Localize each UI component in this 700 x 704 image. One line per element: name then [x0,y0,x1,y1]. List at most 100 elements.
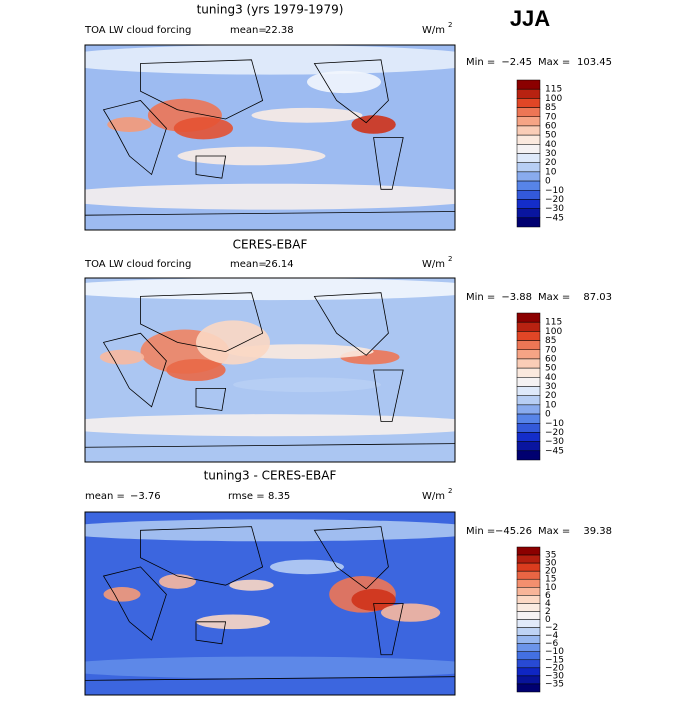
colorbar-box [516,199,541,209]
colorbar-label: 30 [545,382,557,392]
coastline [102,566,167,641]
season-label: JJA [510,6,550,31]
range-min-label: Min = [466,526,495,537]
colorbar-label: 40 [545,373,557,383]
stat-label: mean = [85,491,125,502]
units-exponent: 2 [448,21,452,29]
colorbar-label: 0 [545,177,551,187]
colorbar-label: −35 [545,679,564,689]
colorbar-box [516,441,541,452]
colorbar-box [516,321,541,332]
colorbar-label: −20 [545,195,564,205]
colorbar-box [516,153,541,163]
colorbar-box [516,395,541,406]
colorbar-box [516,190,541,200]
colorbar-box [516,144,541,154]
field-patch [85,183,455,210]
field-patch [166,358,226,382]
range-max-label: Max = [538,292,570,303]
colorbar-label: −30 [545,437,564,447]
colorbar-box [516,554,541,564]
colorbar-label: −10 [545,186,564,196]
stat-value: 8.35 [268,491,290,502]
colorbar-box [516,627,541,636]
range-max-label: Max = [538,57,570,68]
colorbar-label: 70 [545,345,557,355]
coastline [102,332,167,408]
colorbar-label: 100 [545,327,562,337]
field-patch [177,146,326,166]
colorbar-label: 30 [545,559,557,569]
coastline [313,59,389,124]
colorbar-box [516,546,541,556]
colorbar-label: 60 [545,121,557,131]
colorbar-label: 2 [545,607,551,617]
field-patch [351,588,396,611]
coastline [102,100,167,176]
field-patch [381,603,441,622]
colorbar-label: 100 [545,94,562,104]
field-label: TOA LW cloud forcing [84,25,191,36]
colorbar-box [516,208,541,219]
stat-label: rmse = [228,491,265,502]
colorbar-label: 115 [545,85,562,95]
colorbar-label: −15 [545,655,564,665]
colorbar-box [516,450,541,461]
coastline [373,137,404,190]
colorbar-label: 0 [545,410,551,420]
range-min: −3.88 [501,292,532,303]
colorbar-label: 50 [545,131,557,141]
colorbar-box [516,675,541,685]
colorbar-box [516,358,541,369]
colorbar-label: −4 [545,631,559,641]
units: W/m [422,25,445,36]
colorbar-box [516,432,541,442]
colorbar-label: 20 [545,567,557,577]
colorbar-box [516,180,541,191]
coastline [140,59,264,120]
coastline [195,621,227,645]
map [85,512,455,695]
colorbar-label: −30 [545,204,564,214]
panel-title: CERES-EBAF [233,238,308,252]
colorbar-box [516,562,541,572]
colorbar-label: −6 [545,639,559,649]
colorbar-label: 30 [545,149,557,159]
colorbar-label: 6 [545,591,551,601]
stat-label: mean= [230,259,267,270]
colorbar-box [516,312,541,323]
range-min: −2.45 [501,57,532,68]
range-max: 87.03 [583,292,612,303]
colorbar-label: 10 [545,400,557,410]
field-patch [85,656,455,679]
colorbar-label: 70 [545,112,557,122]
field-patch [196,614,270,630]
colorbar-label: 15 [545,575,556,585]
range-max: 39.38 [583,526,612,537]
field-patch [196,320,270,365]
colorbar-box [516,98,541,108]
colorbar-box [516,587,541,596]
coastline [195,388,227,411]
field-patch [270,559,344,575]
colorbar-label: −10 [545,647,564,657]
colorbar-box [516,603,541,612]
coastline [313,526,389,590]
range-max: 103.45 [577,57,612,68]
field-patch [173,117,233,140]
colorbar-label: −45 [545,446,564,456]
units-exponent: 2 [448,487,452,495]
colorbar-box [516,217,541,228]
colorbar-label: 50 [545,364,557,374]
map-frame [84,44,456,231]
colorbar-label: 0 [545,615,551,625]
colorbar-box [516,88,541,99]
colorbar-box [516,578,541,588]
colorbar-label: −30 [545,671,564,681]
field-patch [85,278,455,301]
field-patch [99,349,145,365]
colorbar-label: 10 [545,167,557,177]
colorbar-label: 10 [545,583,557,593]
field-patch [107,117,152,132]
